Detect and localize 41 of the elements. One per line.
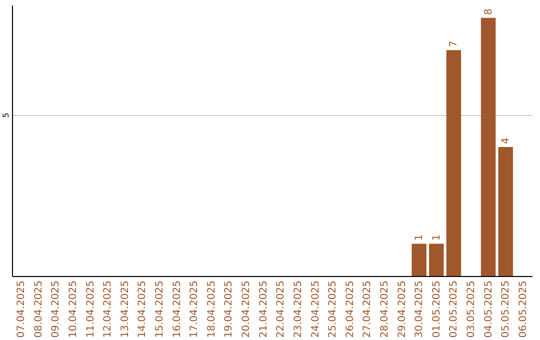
x-tick-label: 22.04.2025 — [276, 280, 287, 338]
bar — [446, 50, 462, 276]
x-tick-label: 05.05.2025 — [500, 280, 512, 338]
data-label: 7 — [448, 40, 460, 48]
x-tick-label: 12.04.2025 — [102, 280, 114, 338]
bar — [498, 146, 513, 276]
x-tick-label: 26.04.2025 — [344, 280, 356, 338]
x-tick-label: 30.04.2025 — [414, 280, 426, 338]
data-label: 8 — [483, 8, 494, 15]
bar — [480, 18, 496, 276]
data-label: 4 — [500, 138, 512, 144]
x-tick-label: 01.05.2025 — [431, 280, 442, 338]
x-tick-label: 02.05.2025 — [448, 280, 460, 338]
x-tick-label: 17.04.2025 — [189, 280, 200, 338]
x-tick-label: 21.04.2025 — [258, 280, 270, 338]
x-tick-label: 29.04.2025 — [396, 280, 408, 338]
x-tick-label: 09.04.2025 — [50, 280, 62, 338]
x-tick-label: 04.05.2025 — [483, 280, 494, 338]
data-label: 1 — [414, 234, 426, 241]
x-tick-label: 03.05.2025 — [466, 280, 477, 338]
x-tick-label: 13.04.2025 — [120, 280, 131, 338]
x-tick-label: 11.04.2025 — [85, 280, 96, 338]
x-tick-label: 18.04.2025 — [206, 280, 218, 338]
x-tick-label: 07.04.2025 — [16, 280, 28, 338]
x-tick-label: 28.04.2025 — [379, 280, 390, 338]
y-tick-label: 5 — [2, 112, 10, 118]
x-tick-label: 23.04.2025 — [292, 280, 304, 338]
data-label: 1 — [431, 234, 442, 241]
x-tick-label: 16.04.2025 — [172, 280, 183, 338]
x-tick-label: 20.04.2025 — [241, 280, 252, 338]
bar — [412, 244, 426, 276]
x-tick-label: 15.04.2025 — [154, 280, 166, 338]
x-tick-label: 14.04.2025 — [137, 280, 148, 338]
x-tick-label: 06.05.2025 — [518, 280, 529, 338]
x-tick-label: 08.04.2025 — [33, 280, 44, 338]
x-tick-label: 25.04.2025 — [328, 280, 339, 338]
x-tick-label: 19.04.2025 — [224, 280, 235, 338]
x-tick-label: 27.04.2025 — [362, 280, 374, 338]
bar — [429, 244, 444, 276]
x-tick-label: 24.04.2025 — [310, 280, 322, 338]
x-tick-label: 10.04.2025 — [68, 280, 79, 338]
